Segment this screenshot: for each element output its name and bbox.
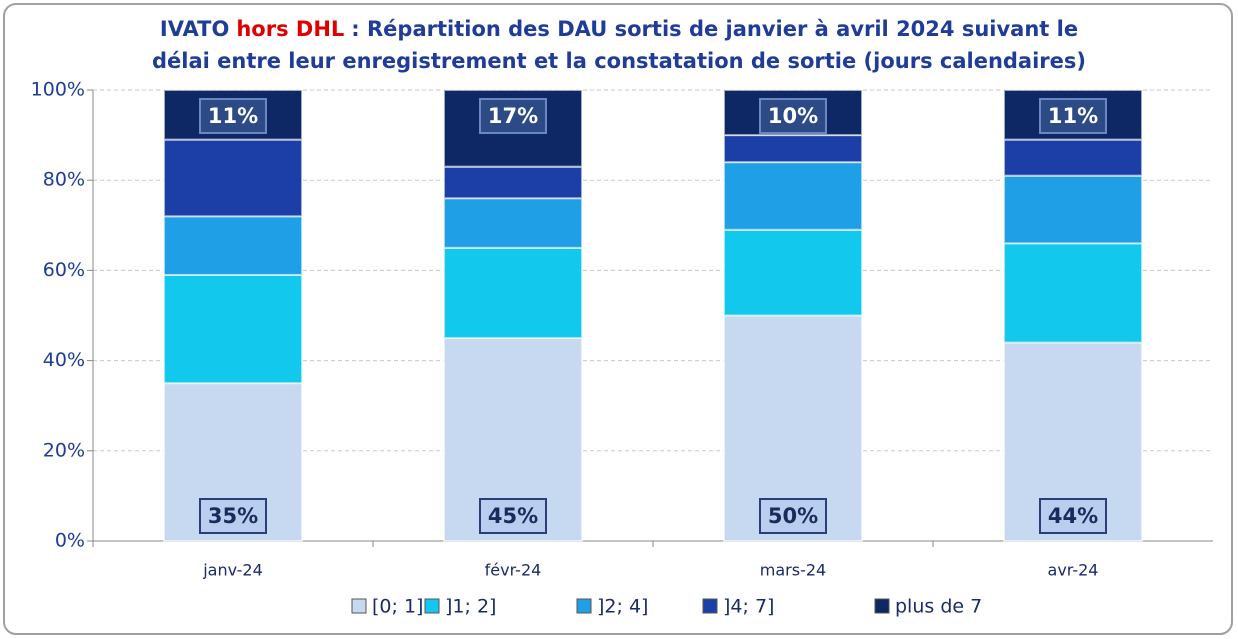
bar-segment: [443, 197, 583, 249]
title-part: délai entre leur enregistrement et la co…: [152, 49, 1086, 73]
value-label-box: [1039, 98, 1107, 134]
title-part: IVATO: [160, 17, 229, 41]
value-label-box: [199, 98, 267, 134]
title-part: : Répartition des DAU sortis de janvier …: [351, 17, 1078, 41]
legend-label: [0; 1]: [372, 596, 423, 618]
value-label: 11%: [1048, 104, 1098, 128]
legend-swatch: [351, 598, 367, 614]
title-part: hors DHL: [236, 17, 344, 41]
x-tick-label: mars-24: [760, 561, 826, 580]
x-tick-label: avr-24: [1048, 561, 1099, 580]
legend-swatch: [702, 598, 718, 614]
y-tick-label: 40%: [43, 349, 85, 371]
legend-swatch: [424, 598, 440, 614]
value-label: 10%: [768, 104, 818, 128]
y-tick-label: 100%: [31, 79, 85, 101]
y-tick-label: 60%: [43, 259, 85, 281]
legend-label: ]1; 2]: [445, 596, 496, 618]
value-label: 50%: [768, 504, 818, 528]
value-label: 11%: [208, 104, 258, 128]
y-tick-label: 20%: [43, 439, 85, 461]
bar-segment: [163, 273, 303, 385]
x-tick-label: janv-24: [202, 561, 263, 580]
title-line: délai entre leur enregistrement et la co…: [152, 49, 1086, 73]
value-label: 44%: [1048, 504, 1098, 528]
legend-label: ]2; 4]: [597, 596, 648, 618]
title-line: IVATO hors DHL : Répartition des DAU sorti…: [160, 17, 1078, 41]
value-label: 45%: [488, 504, 538, 528]
value-label-box: [759, 498, 827, 534]
bar-segment: [443, 165, 583, 200]
value-label-box: [759, 98, 827, 134]
bar-segment: [1003, 242, 1143, 344]
y-tick-label: 80%: [43, 169, 85, 191]
bar-segment: [723, 134, 863, 164]
chart-frame: [3, 3, 1233, 635]
bar-segment: [723, 228, 863, 317]
x-tick-label: févr-24: [485, 561, 542, 580]
value-label-box: [479, 98, 547, 134]
legend-swatch: [576, 598, 592, 614]
value-label: 35%: [208, 504, 258, 528]
bar-segment: [1003, 138, 1143, 177]
value-label-box: [479, 498, 547, 534]
legend-label: ]4; 7]: [723, 596, 774, 618]
y-tick-label: 0%: [55, 530, 85, 552]
bar-segment: [163, 138, 303, 218]
bar-segment: [1003, 174, 1143, 245]
value-label-box: [1039, 498, 1107, 534]
value-label: 17%: [488, 104, 538, 128]
bar-segment: [723, 314, 863, 542]
bar-segment: [443, 246, 583, 340]
legend-label: plus de 7: [895, 596, 982, 618]
bar-segment: [723, 161, 863, 231]
legend-swatch: [874, 598, 890, 614]
value-label-box: [199, 498, 267, 534]
chart-title: IVATO hors DHL : Répartition des DAU sorti…: [152, 17, 1086, 73]
bar-segment: [163, 215, 303, 276]
